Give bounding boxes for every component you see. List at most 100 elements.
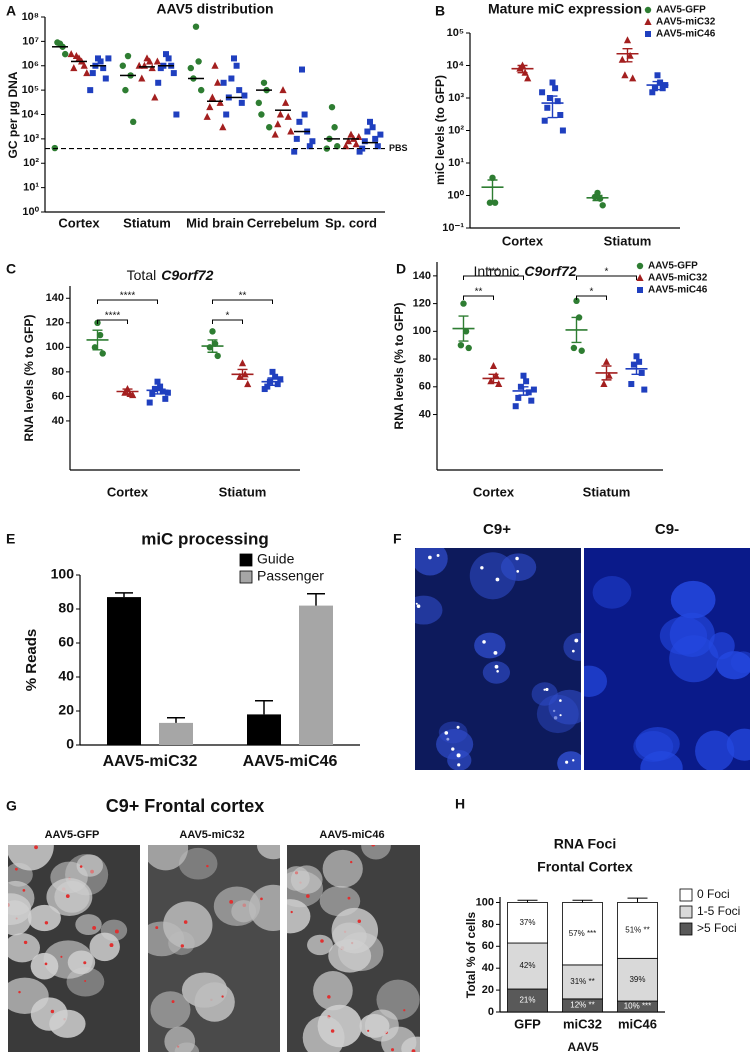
data-point <box>216 98 224 106</box>
focus <box>92 925 97 930</box>
error-bar <box>517 899 538 903</box>
nucleus <box>415 595 443 625</box>
title-part: Intronic <box>473 263 519 279</box>
data-point <box>95 55 101 62</box>
nucleus <box>670 580 716 619</box>
data-point <box>269 368 276 375</box>
value-label: 39% <box>629 975 645 984</box>
nucleus <box>148 845 189 871</box>
focus <box>574 638 579 643</box>
bar <box>159 722 193 745</box>
data-point <box>223 111 230 118</box>
data-point <box>659 85 666 92</box>
micrograph-content <box>8 845 128 1038</box>
nucleus <box>307 934 333 956</box>
significance-label: * <box>605 267 609 278</box>
data-point <box>99 350 106 357</box>
focus <box>155 926 159 930</box>
bar-segment <box>507 942 548 990</box>
significance-label: **** <box>105 311 121 322</box>
focus <box>18 990 21 994</box>
focus <box>411 1049 416 1052</box>
focus <box>480 566 484 570</box>
x-tick-label: Cortex <box>502 233 544 248</box>
data-point <box>623 36 632 44</box>
x-tick-label: AAV5-miC32 <box>103 753 198 770</box>
y-tick-label: 10⁵ <box>22 84 39 96</box>
data-point <box>231 55 237 62</box>
nucleus <box>8 933 41 963</box>
data-point <box>274 120 282 128</box>
value-label: 10% *** <box>624 1002 652 1011</box>
y-tick-label: 40 <box>52 415 64 427</box>
title-part: C9orf72 <box>524 263 576 279</box>
legend-label: AAV5-miC46 <box>656 29 716 40</box>
nucleus <box>322 849 363 888</box>
error-bar <box>255 700 273 715</box>
focus <box>446 737 450 741</box>
y-tick-label: 10⁻¹ <box>442 222 464 234</box>
error-bar <box>92 329 103 351</box>
data-point <box>578 347 585 354</box>
data-point <box>374 143 381 150</box>
y-tick-label: 10¹ <box>448 157 464 169</box>
data-point <box>96 331 104 339</box>
data-point <box>296 118 303 125</box>
data-point <box>255 99 262 107</box>
focus <box>34 845 38 850</box>
legend-swatch <box>679 922 693 936</box>
data-point <box>495 380 503 388</box>
data-point <box>72 52 80 60</box>
focus <box>280 848 282 850</box>
focus <box>436 554 440 557</box>
legend-marker <box>636 274 644 281</box>
legend-label: AAV5-miC32 <box>656 17 716 28</box>
data-point <box>206 103 214 111</box>
y-tick-label: 40 <box>482 962 494 974</box>
y-tick-label: 0 <box>66 736 74 752</box>
value-label: 51% ** <box>625 926 649 935</box>
nucleus <box>287 899 311 934</box>
data-point <box>282 98 290 106</box>
data-point <box>209 328 216 335</box>
focus <box>260 897 263 901</box>
data-point <box>241 92 248 99</box>
x-axis-label: AAV5 <box>567 1040 598 1054</box>
focus <box>83 961 87 965</box>
image-label: AAV5-miC32 <box>179 829 244 841</box>
data-point <box>344 137 352 145</box>
value-label: 57% *** <box>569 929 597 938</box>
data-point <box>220 79 227 86</box>
nucleus <box>8 862 33 887</box>
focus <box>327 995 331 999</box>
nucleus <box>695 730 735 770</box>
data-point <box>164 389 171 396</box>
data-point <box>214 78 222 86</box>
reference-label: PBS <box>389 143 408 153</box>
legend-label: Guide <box>257 551 295 567</box>
legend-label: AAV5-GFP <box>656 5 706 16</box>
data-point <box>214 352 221 360</box>
data-point <box>163 51 169 58</box>
legend-marker <box>645 31 651 37</box>
data-point <box>649 89 656 96</box>
y-tick-label: 10⁶ <box>22 60 39 72</box>
focus <box>306 894 310 898</box>
error-bar <box>167 717 185 723</box>
data-point <box>135 61 143 69</box>
data-point <box>602 357 611 365</box>
data-point <box>100 65 107 72</box>
data-point <box>462 328 470 335</box>
data-point <box>146 399 153 406</box>
data-point <box>119 62 127 69</box>
data-point <box>309 138 316 145</box>
nucleus <box>359 1013 390 1038</box>
y-tick-label: 10⁴ <box>21 108 39 120</box>
focus <box>428 555 432 560</box>
y-tick-label: 80 <box>52 366 64 378</box>
y-tick-label: 60 <box>419 381 431 393</box>
data-point <box>618 55 626 63</box>
x-tick-label: GFP <box>514 1016 541 1031</box>
